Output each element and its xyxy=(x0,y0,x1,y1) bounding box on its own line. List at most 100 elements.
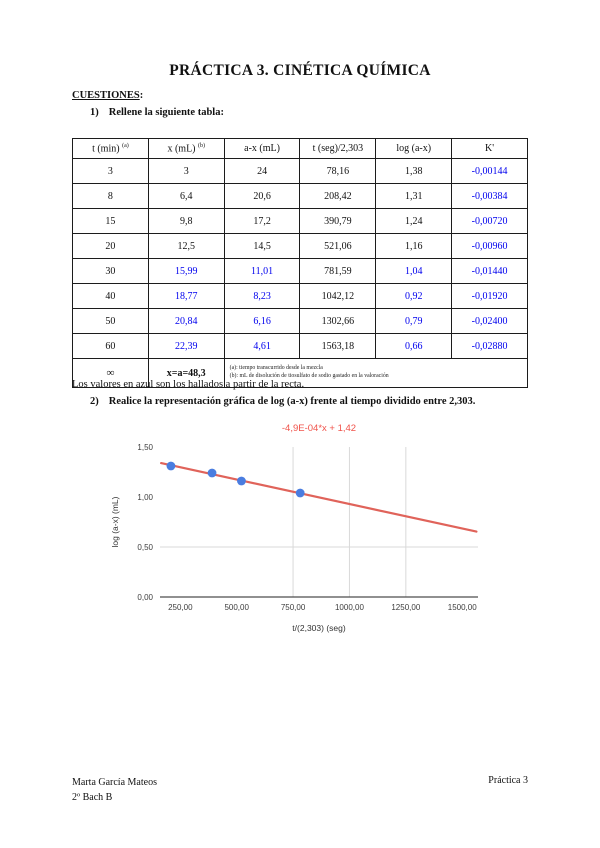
footer-practice-label: Práctica 3 xyxy=(488,775,528,786)
table-row: 3 3 24 78,16 1,38 -0,00144 xyxy=(72,158,528,184)
footer-author: Marta García Mateos 2º Bach B xyxy=(72,775,157,805)
trendline-equation-label: -4,9E-04*x + 1,42 xyxy=(282,423,356,434)
header-row: t (min) (a) x (mL) (b) a-x (mL) t (seg)/2,3… xyxy=(72,138,528,159)
results-table-head: t (min) (a) x (mL) (b) a-x (mL) t (seg)/2,3… xyxy=(72,138,528,159)
header-superscript: (b) xyxy=(198,142,206,149)
y-tick-label: 1,50 xyxy=(137,443,153,452)
table-cell: 60 xyxy=(72,333,149,359)
chart-svg: -4,9E-04*x + 1,42 0,00 0,50 1,00 1,50 250,00 5… xyxy=(110,423,478,633)
footnotes-cell: (a): tiempo transcurrido desde la mezcla… xyxy=(223,358,529,388)
y-tick-label: 0,00 xyxy=(137,593,153,602)
table-cell: 3 xyxy=(147,158,225,184)
table-cell: 1,24 xyxy=(375,208,453,234)
data-point xyxy=(207,468,217,478)
table-cell: -0,00960 xyxy=(451,233,528,259)
table-row: 8 6,4 20,6 208,42 1,31 -0,00384 xyxy=(72,183,528,209)
table-cell: -0,00720 xyxy=(451,208,528,234)
y-tick-label: 1,00 xyxy=(137,493,153,502)
table-cell: 20,6 xyxy=(223,183,301,209)
data-point xyxy=(237,476,246,486)
table-cell: 40 xyxy=(72,283,149,309)
x-tick-label: 1250,00 xyxy=(391,603,420,612)
question-1-number: 1) xyxy=(90,107,99,118)
footer-author-name: Marta García Mateos xyxy=(72,777,157,788)
footer-author-class: 2º Bach B xyxy=(72,792,113,803)
table-cell: 12,5 xyxy=(147,233,225,259)
question-2-number: 2) xyxy=(90,396,99,407)
x-tick-label: 1500,00 xyxy=(448,603,477,612)
table-cell: -0,00144 xyxy=(451,158,528,184)
table-row: 50 20,84 6,16 1302,66 0,79 -0,02400 xyxy=(72,308,528,334)
column-header: x (mL) (b) xyxy=(147,138,225,159)
table-cell: 1042,12 xyxy=(299,283,377,309)
table-row: 15 9,8 17,2 390,79 1,24 -0,00720 xyxy=(72,208,528,234)
x-tick-label: 1000,00 xyxy=(335,603,364,612)
table-cell: 8 xyxy=(72,183,149,209)
table-row: 20 12,5 14,5 521,06 1,16 -0,00960 xyxy=(72,233,528,259)
column-header: t (min) (a) xyxy=(72,138,149,159)
table-cell: 8,23 xyxy=(223,283,301,309)
column-header: t (seg)/2,303 xyxy=(299,138,377,159)
table-cell: 15 xyxy=(72,208,149,234)
table-cell: 1302,66 xyxy=(299,308,377,334)
table-cell: 17,2 xyxy=(223,208,301,234)
section-heading-colon: : xyxy=(139,90,144,101)
results-table-body: 3 3 24 78,16 1,38 -0,00144 8 6,4 20,6 208,42 1,31-… xyxy=(72,158,528,359)
table-cell: 1,16 xyxy=(375,233,453,259)
table-cell: 1563,18 xyxy=(299,333,377,359)
table-cell: 3 xyxy=(72,158,149,184)
y-tick-label: 0,50 xyxy=(137,543,153,552)
table-cell: -0,02880 xyxy=(451,333,528,359)
table-cell: 1,04 xyxy=(375,258,453,284)
footnote-b: (b): mL de disolución de tiosulfato de s… xyxy=(229,373,389,379)
table-cell: -0,00384 xyxy=(451,183,528,209)
table-cell: 390,79 xyxy=(299,208,377,234)
x-tick-label: 500,00 xyxy=(224,603,249,612)
section-heading-text: CUESTIONES xyxy=(72,90,140,101)
table-cell: 20,84 xyxy=(147,308,225,334)
table-cell: -0,01440 xyxy=(451,258,528,284)
table-cell: 15,99 xyxy=(147,258,225,284)
results-table-foot: ∞ x=a=48,3 (a): tiempo transcurrido desd… xyxy=(72,358,529,388)
column-header: K' xyxy=(451,138,528,159)
table-cell: 18,77 xyxy=(147,283,225,309)
data-point xyxy=(295,488,305,498)
y-axis-title: log (a-x) (mL) xyxy=(110,496,120,547)
column-header: log (a-x) xyxy=(375,138,453,159)
data-point xyxy=(166,461,176,471)
results-table: t (min) (a) x (mL) (b) a-x (mL) t (seg)/2,3… xyxy=(72,138,529,388)
table-cell: 0,79 xyxy=(375,308,453,334)
question-1: 1) Rellene la siguiente tabla: xyxy=(90,107,224,118)
table-cell: 208,42 xyxy=(299,183,377,209)
table-row: 30 15,99 11,01 781,59 1,04 -0,01440 xyxy=(72,258,528,284)
scatter-chart: -4,9E-04*x + 1,42 0,00 0,50 1,00 1,50 250,00 5… xyxy=(92,420,512,652)
table-cell: 781,59 xyxy=(299,258,377,284)
page-title: PRÁCTICA 3. CINÉTICA QUÍMICA xyxy=(169,62,431,79)
infinity-cell: ∞ xyxy=(72,358,149,388)
table-cell: -0,01920 xyxy=(451,283,528,309)
section-heading: CUESTIONES: xyxy=(72,90,143,101)
table-cell: 30 xyxy=(72,258,149,284)
question-2-text: Realice la representación gráfica de log… xyxy=(108,396,476,407)
table-cell: 1,38 xyxy=(375,158,453,184)
table-cell: 6,16 xyxy=(223,308,301,334)
table-cell: 22,39 xyxy=(147,333,225,359)
table-row: 60 22,39 4,61 1563,18 0,66 -0,02880 xyxy=(72,333,528,359)
table-cell: 521,06 xyxy=(299,233,377,259)
question-1-text: Rellene la siguiente tabla: xyxy=(108,107,224,118)
table-cell: 0,92 xyxy=(375,283,453,309)
table-cell: 9,8 xyxy=(147,208,225,234)
footnote-a: (a): tiempo transcurrido desde la mezcla xyxy=(229,365,323,372)
x-axis-title: t/(2,303) (seg) xyxy=(292,623,346,633)
blue-values-note: Los valores en azul son los hallados a p… xyxy=(72,379,305,390)
table-cell: 14,5 xyxy=(223,233,301,259)
table-cell: 6,4 xyxy=(147,183,225,209)
table-row: 40 18,77 8,23 1042,12 0,92 -0,01920 xyxy=(72,283,528,309)
x-tick-label: 250,00 xyxy=(168,603,193,612)
table-cell: 78,16 xyxy=(299,158,377,184)
table-cell: 1,31 xyxy=(375,183,453,209)
table-cell: 11,01 xyxy=(223,258,301,284)
table-cell: 0,66 xyxy=(375,333,453,359)
question-2: 2) Realice la representación gráfica de l… xyxy=(90,396,560,407)
